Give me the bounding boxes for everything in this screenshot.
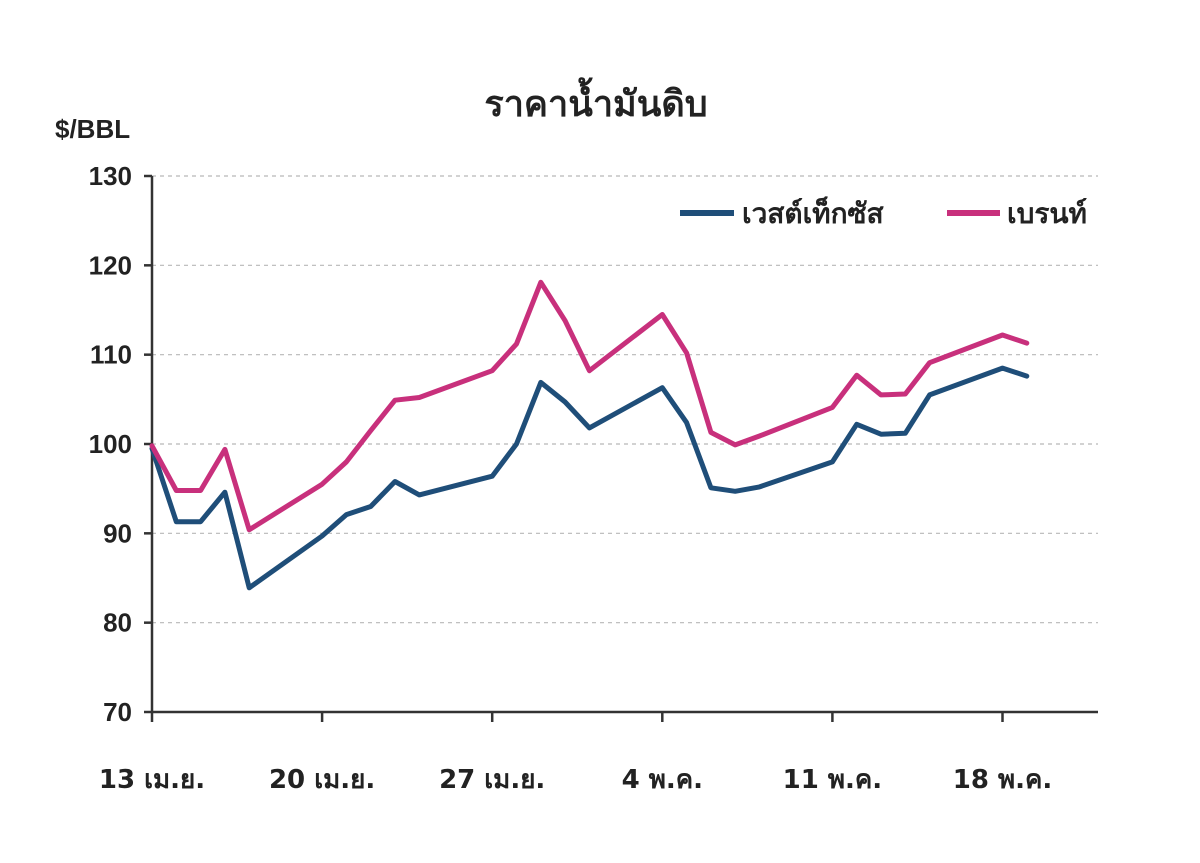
y-tick-label-90: 90 (103, 518, 132, 548)
x-tick-labels: 13 เม.ย. 20 เม.ย. 27 เม.ย. 4 พ.ค. 11 พ.ค. 18 … (99, 765, 1052, 795)
series-lines (149, 279, 1030, 591)
chart-title: ราคาน้ำมันดิบ (484, 77, 707, 125)
y-tick-label-110: 110 (90, 340, 132, 370)
series-line-1 (149, 279, 1030, 533)
legend: เวสต์เท็กซัส เบรนท์ (680, 196, 1087, 230)
x-tick-label-2: 27 เม.ย. (439, 765, 545, 795)
x-tick-label-1: 20 เม.ย. (269, 765, 375, 795)
legend-label-0: เวสต์เท็กซัส (742, 196, 885, 230)
axes (144, 174, 1098, 722)
y-tick-label-120: 120 (89, 250, 132, 280)
y-tick-label-80: 80 (103, 608, 132, 638)
grid-lines (152, 175, 1098, 624)
y-tick-label-100: 100 (89, 429, 132, 459)
legend-label-1: เบรนท์ (1007, 197, 1087, 230)
y-tick-labels: 70 80 90 100 110 120 130 (89, 161, 132, 727)
y-tick-label-130: 130 (89, 161, 132, 191)
series-line-0 (149, 365, 1030, 591)
x-tick-label-5: 18 พ.ค. (953, 765, 1053, 795)
x-tick-label-3: 4 พ.ค. (622, 765, 703, 795)
x-tick-label-0: 13 เม.ย. (99, 765, 205, 795)
x-tick-label-4: 11 พ.ค. (783, 765, 883, 795)
y-tick-label-70: 70 (103, 697, 132, 727)
y-axis-label: $/BBL (55, 114, 130, 144)
